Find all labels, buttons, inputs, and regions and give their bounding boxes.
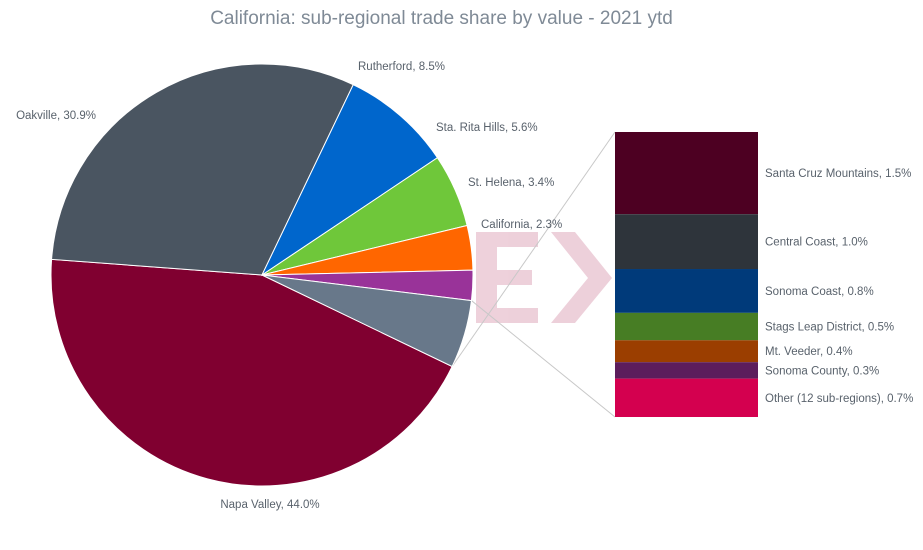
- pie-slice-oakville: [51, 63, 354, 276]
- bar-label-mt-veeder: Mt. Veeder, 0.4%: [765, 346, 853, 358]
- pie-slice-rutherford: [260, 84, 439, 277]
- pie-slice-napa-valley: [50, 258, 453, 487]
- pie-slice-labels: Napa Valley, 44.0% Oakville, 30.9% Rutherf…: [16, 61, 562, 511]
- breakdown-bar: [615, 132, 758, 417]
- bar-label-santa-cruz-mountains: Santa Cruz Mountains, 1.5%: [765, 168, 911, 180]
- bar-segment-other-12-sub-regions: [615, 378, 758, 417]
- pie-slices: [50, 63, 474, 487]
- slice-label-sta-rita-hills: Sta. Rita Hills, 5.6%: [436, 122, 538, 134]
- bar-segment-sonoma-county: [615, 362, 758, 379]
- connector-line-top: [451, 131, 616, 367]
- slice-label-st-helena: St. Helena, 3.4%: [468, 177, 554, 189]
- watermark-logo: [476, 232, 612, 323]
- bar-label-sonoma-coast: Sonoma Coast, 0.8%: [765, 286, 874, 298]
- pie-slice-other: [261, 274, 472, 368]
- bar-segment-santa-cruz-mountains: [615, 132, 758, 215]
- bar-label-central-coast: Central Coast, 1.0%: [765, 237, 868, 249]
- bar-segment-sonoma-coast: [615, 269, 758, 313]
- bar-segment-central-coast: [615, 214, 758, 270]
- breakdown-connector-lines: [451, 131, 616, 418]
- bar-label-sonoma-county: Sonoma County, 0.3%: [765, 365, 879, 377]
- slice-label-california: California, 2.3%: [481, 219, 562, 231]
- bar-segment-stags-leap-district: [615, 312, 758, 341]
- slice-label-oakville: Oakville, 30.9%: [16, 110, 96, 122]
- breakdown-bar-labels: Santa Cruz Mountains, 1.5% Central Coast,…: [765, 168, 913, 405]
- bar-label-other-12-sub-regions: Other (12 sub-regions), 0.7%: [765, 393, 913, 405]
- slice-label-rutherford: Rutherford, 8.5%: [358, 61, 445, 73]
- bar-label-stags-leap-district: Stags Leap District, 0.5%: [765, 322, 894, 334]
- slice-label-napa-valley: Napa Valley, 44.0%: [220, 499, 319, 511]
- bar-segment-mt-veeder: [615, 340, 758, 363]
- connector-line-bottom: [471, 300, 616, 418]
- chart-title: California: sub-regional trade share by …: [210, 8, 673, 29]
